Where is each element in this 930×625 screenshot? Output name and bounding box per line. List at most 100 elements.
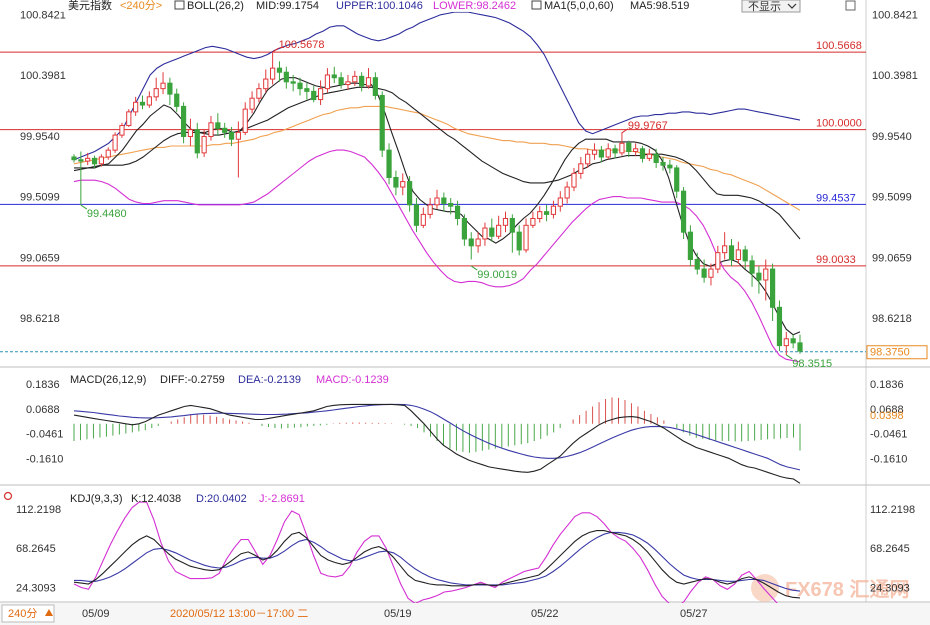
period-button-label: 240分: [8, 607, 37, 620]
cursor-time: 2020/05/12 13:00－17:00 二: [170, 608, 308, 620]
candle-body: [256, 88, 262, 99]
candle-body: [263, 78, 269, 90]
candle-body: [228, 131, 235, 140]
annotation-pointer: [470, 265, 478, 271]
candle: [680, 187, 687, 239]
candle-body: [153, 88, 159, 98]
candle: [722, 232, 728, 260]
triangle-up-icon[interactable]: [45, 609, 53, 616]
candle-body: [591, 149, 598, 155]
chevron-down-icon[interactable]: [787, 3, 797, 9]
candle: [591, 143, 598, 160]
kdj-y-tick-left: 68.2645: [16, 543, 56, 555]
candle: [208, 115, 214, 141]
candle: [304, 83, 310, 100]
macd-diff: DIFF:-0.2759: [160, 374, 225, 386]
candle: [667, 159, 673, 174]
candle: [160, 72, 166, 95]
price-level-label: 99.4537: [816, 192, 856, 204]
candle-body: [763, 268, 769, 281]
candle: [365, 68, 372, 89]
candle-body: [379, 94, 385, 151]
main-symbol: 美元指数: [68, 0, 112, 12]
candle-body: [708, 268, 714, 278]
candle: [379, 91, 385, 157]
ma-toggle-icon[interactable]: [531, 0, 542, 10]
candle-body: [139, 101, 146, 106]
kdj-y-tick-left: 112.2198: [16, 504, 61, 516]
candle: [126, 109, 132, 127]
macd-y-tick-left: 0.1836: [26, 379, 60, 391]
candle-body: [297, 82, 303, 90]
candle: [489, 218, 495, 242]
macd-diff-line: [73, 403, 801, 484]
candle: [235, 121, 241, 178]
kdj-header: KDJ(9,3,3) K:12.4038 D:20.0402 J:-2.8691: [3, 491, 305, 505]
candle: [324, 68, 331, 93]
candle: [578, 156, 584, 179]
candle: [735, 241, 741, 264]
candle-body: [612, 148, 618, 154]
candle: [783, 331, 789, 356]
candle: [317, 80, 324, 106]
candle: [639, 146, 646, 163]
macd-y-tick-right: 0.1836: [870, 379, 904, 391]
candle-body: [468, 238, 474, 247]
candle-body: [283, 71, 289, 83]
candle-body: [783, 338, 789, 347]
candle-body: [756, 272, 762, 281]
boll-label: BOLL(26,2): [187, 0, 244, 12]
candle: [146, 91, 152, 108]
kdj-panel: 112.2198 112.2198 68.2645 68.2645 24.3093 24.…: [16, 501, 915, 613]
candle-body: [372, 77, 378, 96]
date-label: 05/22: [531, 608, 559, 620]
period-button[interactable]: [1, 604, 55, 623]
last-price-label: 98.3750: [870, 347, 910, 359]
candle: [338, 72, 344, 89]
candle: [283, 66, 289, 89]
candle-body: [311, 90, 317, 101]
candle-body: [98, 156, 104, 165]
candle: [550, 200, 557, 219]
candle-body: [126, 111, 132, 127]
candle-body: [509, 217, 515, 233]
candle: [222, 122, 228, 138]
candle: [516, 225, 522, 256]
candle: [352, 70, 358, 86]
candle-body: [557, 197, 563, 207]
candle-body: [715, 252, 721, 270]
annotation-label: 98.3515: [792, 358, 832, 370]
candle-body: [543, 211, 550, 215]
candle-body: [722, 245, 728, 254]
candle-body: [667, 164, 673, 169]
candle-body: [407, 181, 413, 206]
boll-toggle-icon[interactable]: [174, 0, 185, 10]
candle: [256, 83, 262, 103]
boll-lower: LOWER:98.2462: [433, 0, 516, 12]
candle-body: [427, 204, 433, 215]
close-box-icon[interactable]: [845, 0, 856, 11]
kdj-j: J:-2.8691: [259, 493, 305, 505]
candle: [119, 122, 125, 138]
candle-body: [790, 338, 796, 344]
candle-body: [680, 190, 687, 233]
candle-body: [694, 258, 700, 270]
candle-body: [174, 93, 180, 107]
candle: [742, 245, 748, 270]
candle-body: [701, 268, 707, 278]
candle: [475, 232, 481, 253]
candle-body: [201, 135, 207, 154]
settings-icon[interactable]: [3, 491, 13, 501]
candle-body: [523, 224, 529, 251]
candle-body: [502, 217, 509, 226]
annotation-pointer: [621, 128, 629, 134]
candle: [687, 225, 694, 267]
candle-body: [187, 129, 194, 137]
candle-body: [585, 153, 591, 165]
candle: [797, 334, 803, 354]
candle-body: [550, 205, 557, 215]
candle-body: [660, 161, 666, 166]
candle: [701, 259, 707, 283]
ma5-value: MA5:98.519: [630, 0, 689, 12]
hide-button[interactable]: [741, 0, 801, 13]
